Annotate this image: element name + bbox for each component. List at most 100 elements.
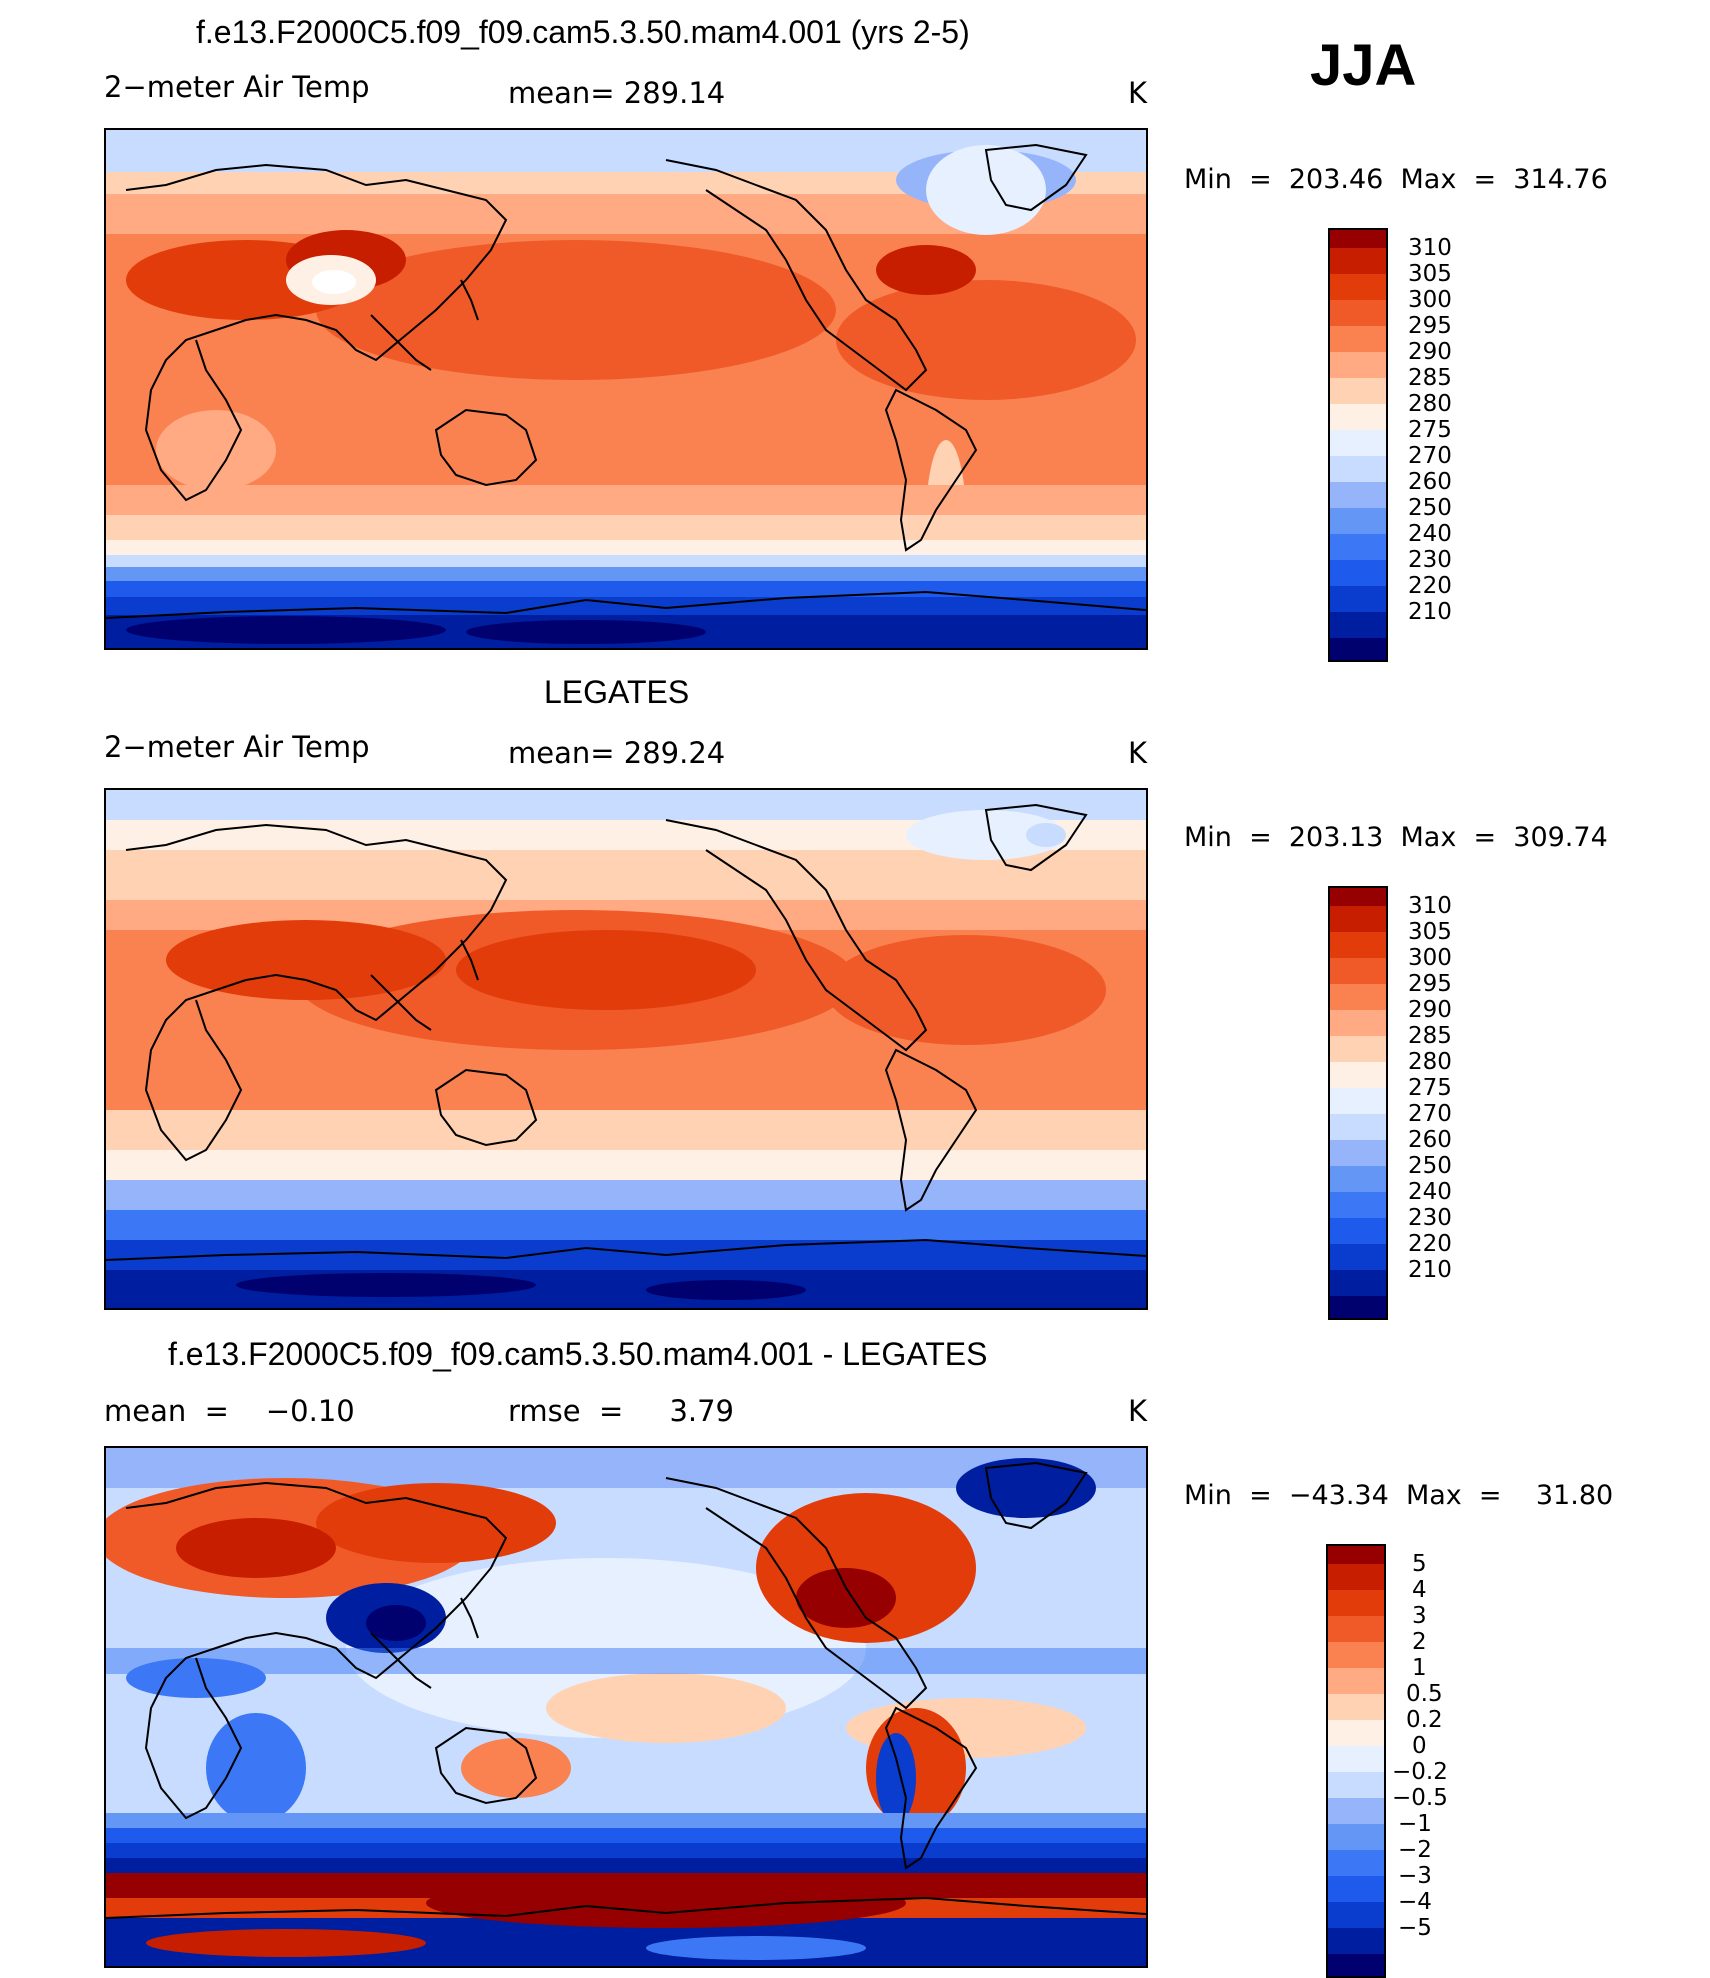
colorbar-label: 1 <box>1412 1655 1427 1681</box>
units-label: K <box>1128 1394 1148 1428</box>
colorbar-swatch <box>1328 1036 1388 1062</box>
minmax-label: Min = 203.13 Max = 309.74 <box>1184 822 1608 853</box>
colorbar-label: 300 <box>1408 945 1452 971</box>
colorbar-swatch <box>1328 248 1388 274</box>
colorbar-swatch <box>1326 1668 1386 1694</box>
colorbar-swatch <box>1328 274 1388 300</box>
mean-label: mean= 289.14 <box>508 76 726 110</box>
colorbar-label: 260 <box>1408 1127 1452 1153</box>
colorbar-label: 300 <box>1408 287 1452 313</box>
colorbar-swatch <box>1328 638 1388 662</box>
colorbar-label: 290 <box>1408 339 1452 365</box>
colorbar-label: 250 <box>1408 1153 1452 1179</box>
units-label: K <box>1128 736 1148 770</box>
colorbar-label: 2 <box>1412 1629 1427 1655</box>
colorbar-swatch <box>1328 300 1388 326</box>
colorbar-swatch <box>1328 560 1388 586</box>
map-field <box>106 130 1146 648</box>
colorbar-label: 310 <box>1408 235 1452 261</box>
colorbar-swatch <box>1328 430 1388 456</box>
colorbar-swatch <box>1328 1062 1388 1088</box>
season-label: JJA <box>1310 33 1417 98</box>
colorbar-swatch <box>1328 1114 1388 1140</box>
colorbar-swatch <box>1326 1772 1386 1798</box>
colorbar-swatch <box>1326 1928 1386 1954</box>
colorbar-label: 220 <box>1408 1231 1452 1257</box>
colorbar-label: 270 <box>1408 1101 1452 1127</box>
colorbar-label: 295 <box>1408 313 1452 339</box>
colorbar-swatch <box>1328 404 1388 430</box>
mean-label: mean = −0.10 <box>104 1394 355 1428</box>
variable-label: 2−meter Air Temp <box>104 70 370 104</box>
colorbar-label: 305 <box>1408 261 1452 287</box>
colorbar-swatch <box>1326 1720 1386 1746</box>
colorbar-swatch <box>1328 482 1388 508</box>
colorbar-swatch <box>1328 1192 1388 1218</box>
colorbar-label: 0.2 <box>1406 1707 1443 1733</box>
colorbar-label: −3 <box>1398 1863 1432 1889</box>
colorbar-label: 220 <box>1408 573 1452 599</box>
colorbar-swatch <box>1326 1746 1386 1772</box>
colorbar-label: 230 <box>1408 1205 1452 1231</box>
colorbar-label: 0 <box>1412 1733 1427 1759</box>
panel-title: f.e13.F2000C5.f09_f09.cam5.3.50.mam4.001… <box>168 1336 988 1372</box>
colorbar-label: −2 <box>1398 1837 1432 1863</box>
colorbar-swatch <box>1328 1218 1388 1244</box>
map-plot <box>104 1446 1148 1968</box>
colorbar-swatch <box>1326 1876 1386 1902</box>
colorbar-label: −0.2 <box>1392 1759 1448 1785</box>
colorbar-label: −1 <box>1398 1811 1432 1837</box>
colorbar-label: 230 <box>1408 547 1452 573</box>
colorbar-swatch <box>1326 1590 1386 1616</box>
colorbar-label: 250 <box>1408 495 1452 521</box>
colorbar-label: 280 <box>1408 391 1452 417</box>
colorbar-swatch <box>1328 906 1388 932</box>
colorbar-swatch <box>1328 586 1388 612</box>
colorbar-swatch <box>1328 984 1388 1010</box>
colorbar-label: 210 <box>1408 599 1452 625</box>
colorbar-label: 290 <box>1408 997 1452 1023</box>
colorbar-swatch <box>1328 1244 1388 1270</box>
colorbar-label: 280 <box>1408 1049 1452 1075</box>
colorbar-swatch <box>1326 1954 1386 1978</box>
colorbar-swatch <box>1328 352 1388 378</box>
colorbar-label: 240 <box>1408 521 1452 547</box>
map-field <box>106 790 1146 1308</box>
colorbar-swatch <box>1328 1296 1388 1320</box>
colorbar-swatch <box>1328 1088 1388 1114</box>
colorbar-swatch <box>1328 612 1388 638</box>
colorbar-swatch <box>1326 1616 1386 1642</box>
colorbar-swatch <box>1326 1544 1386 1564</box>
panel-title: LEGATES <box>544 674 690 710</box>
colorbar-swatch <box>1328 1010 1388 1036</box>
colorbar-label: 4 <box>1412 1577 1427 1603</box>
colorbar-swatch <box>1328 456 1388 482</box>
map-plot <box>104 128 1148 650</box>
colorbar-label: 240 <box>1408 1179 1452 1205</box>
map-field <box>106 1448 1146 1966</box>
colorbar-label: 0.5 <box>1406 1681 1443 1707</box>
colorbar-label: −0.5 <box>1392 1785 1448 1811</box>
colorbar-label: 305 <box>1408 919 1452 945</box>
colorbar-swatch <box>1328 508 1388 534</box>
variable-label: 2−meter Air Temp <box>104 730 370 764</box>
colorbar-label: −4 <box>1398 1889 1432 1915</box>
colorbar-label: 210 <box>1408 1257 1452 1283</box>
colorbar-swatch <box>1326 1850 1386 1876</box>
map-plot <box>104 788 1148 1310</box>
colorbar-swatch <box>1326 1564 1386 1590</box>
colorbar-swatch <box>1326 1642 1386 1668</box>
colorbar-label: 275 <box>1408 417 1452 443</box>
colorbar-label: 275 <box>1408 1075 1452 1101</box>
colorbar-swatch <box>1326 1902 1386 1928</box>
colorbar-swatch <box>1326 1824 1386 1850</box>
colorbar-label: 5 <box>1412 1551 1427 1577</box>
colorbar-swatch <box>1328 958 1388 984</box>
colorbar-label: 310 <box>1408 893 1452 919</box>
colorbar-swatch <box>1328 1166 1388 1192</box>
colorbar-swatch <box>1326 1694 1386 1720</box>
minmax-label: Min = 203.46 Max = 314.76 <box>1184 164 1608 195</box>
colorbar-swatch <box>1326 1798 1386 1824</box>
colorbar-label: 285 <box>1408 365 1452 391</box>
